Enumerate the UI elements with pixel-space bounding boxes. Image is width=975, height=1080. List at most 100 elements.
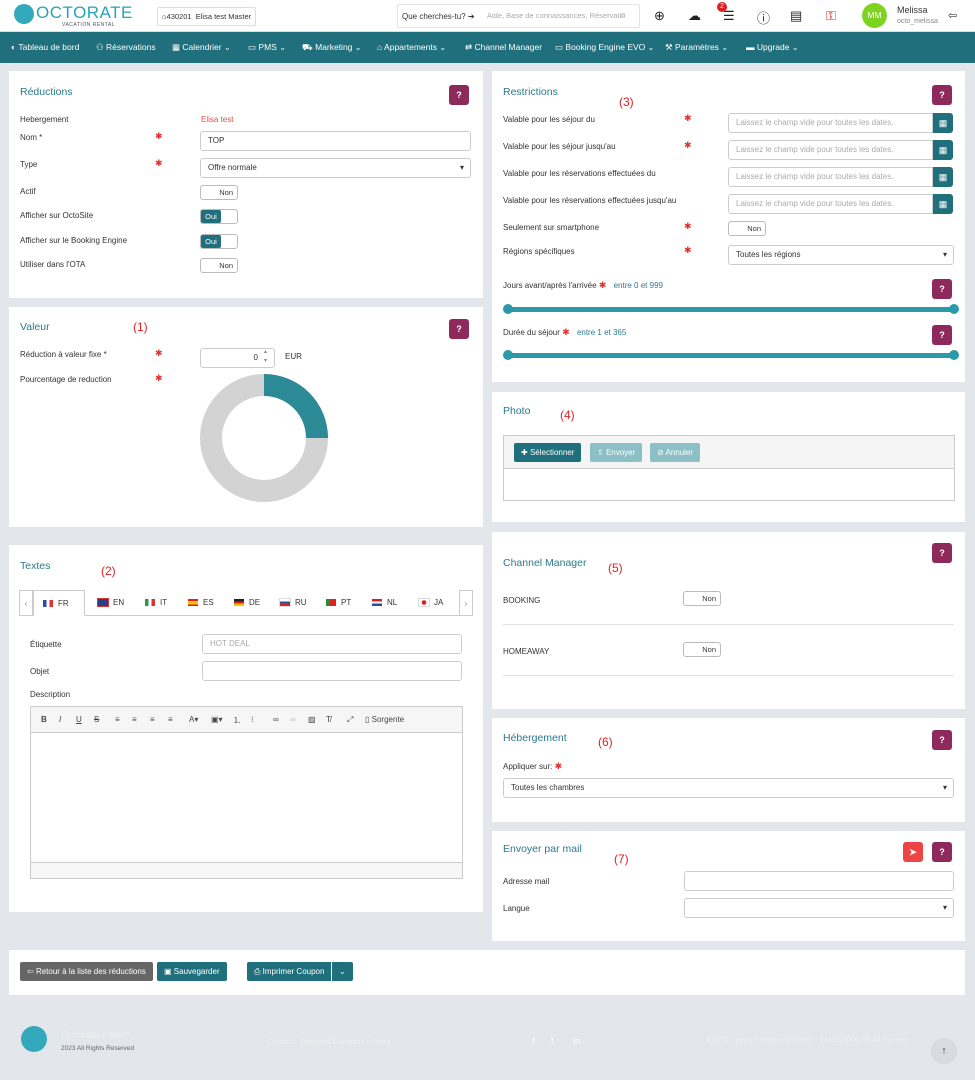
translate-icon[interactable]: ▤ [790,8,803,23]
slider-min-handle[interactable] [503,350,513,360]
tab-ja[interactable]: JA [418,590,443,616]
resa-du-input[interactable]: Laissez le champ vide pour toutes les da… [728,167,933,187]
save-button[interactable]: ▣ Sauvegarder [157,962,227,981]
ota-toggle[interactable]: Non [200,258,238,273]
actif-toggle[interactable]: Non [200,185,238,200]
rss-icon[interactable]: ☰ [723,8,735,23]
help-button[interactable]: ? [932,842,952,862]
nav-marketing[interactable]: ⛟ Marketing ⌄ [302,42,362,52]
help-button[interactable]: ? [932,85,952,105]
cancel-button[interactable]: ⊘ Annuler [650,443,701,462]
help-button[interactable]: ? [932,279,952,299]
jours-slider[interactable] [503,304,959,314]
address-input[interactable] [684,871,954,891]
select-button[interactable]: ✚ Sélectionner [514,443,582,462]
search-input[interactable]: Aide, Base de connaissances, Réservatio [480,7,638,25]
back-to-list-button[interactable]: ⇦ Retour à la liste des réductions [20,962,153,981]
booking-engine-toggle[interactable]: Oui [200,234,238,249]
chat-icon[interactable]: ☁ [688,8,701,23]
italic-icon[interactable]: I [59,715,62,724]
tab-pt[interactable]: PT [326,590,351,616]
slider-max-handle[interactable] [949,304,959,314]
homeaway-toggle[interactable]: Non [683,642,721,657]
slider-max-handle[interactable] [949,350,959,360]
duree-slider[interactable] [503,350,959,360]
regions-select[interactable]: Toutes les régions ▾ [728,245,954,265]
footer-links[interactable]: Contact · Term and Condition · Press [267,1037,391,1046]
help-button[interactable]: ? [932,543,952,563]
slider-min-handle[interactable] [503,304,513,314]
tab-de[interactable]: DE [234,590,260,616]
brand-logo[interactable]: OCTORATE [36,3,133,22]
strike-icon[interactable]: S [94,715,100,724]
footer-brand[interactable]: Octorate.com™ [61,1030,132,1041]
help-button[interactable]: ? [932,730,952,750]
nav-upgrade[interactable]: ▬ Upgrade ⌄ [746,42,799,52]
twitter-icon[interactable]: t [551,1036,554,1046]
tab-es[interactable]: ES [188,590,214,616]
bullet-list-icon[interactable]: ⁝ [251,715,254,724]
lang-select[interactable]: ▾ [684,898,954,918]
add-icon[interactable]: ⊕ [654,8,665,23]
nav-reservations[interactable]: ⚇ Réservations [96,42,156,52]
booking-toggle[interactable]: Non [683,591,721,606]
sejour-du-input[interactable]: Laissez le champ vide pour toutes les da… [728,113,933,133]
apply-select[interactable]: Toutes les chambres ▾ [503,778,954,798]
avatar[interactable]: MM [862,3,887,28]
objet-input[interactable] [202,661,462,681]
link-icon[interactable]: ∞ [273,715,279,724]
bg-color-icon[interactable]: ▣▾ [211,715,223,724]
calendar-icon[interactable]: ▦ [933,113,953,133]
property-selector[interactable]: ⌂430201 Elisa test Master [157,7,256,26]
calendar-icon[interactable]: ▦ [933,194,953,214]
numbered-list-icon[interactable]: ⒈ [233,716,241,725]
tab-scroll-left[interactable]: ‹ [19,590,33,616]
nav-apartments[interactable]: ⌂ Appartements ⌄ [377,42,447,52]
help-button[interactable]: ? [449,319,469,339]
clear-format-icon[interactable]: T̸ [326,715,331,724]
tab-fr[interactable]: FR [33,590,85,616]
facebook-icon[interactable]: f [532,1036,535,1046]
bold-icon[interactable]: B [41,715,47,724]
help-button[interactable]: ? [932,325,952,345]
print-coupon-button[interactable]: ⎙ Imprimer Coupon ⌄ [247,962,353,981]
calendar-icon[interactable]: ▦ [933,167,953,187]
source-button[interactable]: ▯ Sorgente [365,715,405,724]
send-mail-button[interactable]: ➤ [903,842,923,862]
nav-booking-engine[interactable]: ▭ Booking Engine EVO ⌄ [555,42,655,52]
sejour-jusqu-input[interactable]: Laissez le champ vide pour toutes les da… [728,140,933,160]
tab-ru[interactable]: RU [279,590,307,616]
nav-calendar[interactable]: ▦ Calendrier ⌄ [172,42,231,52]
align-center-icon[interactable]: ≡ [132,715,137,724]
back-arrow-icon[interactable]: ⇦ [948,10,958,22]
nav-dashboard[interactable]: ◐ Tableau de bord [11,42,80,52]
help-circle-icon[interactable]: ⓘ [757,11,771,26]
etiquette-input[interactable]: HOT DEAL [202,634,462,654]
align-left-icon[interactable]: ≡ [115,715,120,724]
nav-channel-manager[interactable]: ⇄ Channel Manager [465,42,543,52]
global-search[interactable]: Que cherches-tu? ➔ Aide, Base de connais… [397,4,640,28]
tab-it[interactable]: IT [145,590,167,616]
justify-icon[interactable]: ≡ [168,715,173,724]
nom-input[interactable]: TOP [200,131,471,151]
underline-icon[interactable]: U [76,715,82,724]
help-button[interactable]: ? [449,85,469,105]
upload-button[interactable]: ⇪ Envoyer [590,443,643,462]
tab-en[interactable]: EN [97,590,124,616]
tab-nl[interactable]: NL [372,590,397,616]
nav-settings[interactable]: ⚒ Paramètres ⌄ [665,42,729,52]
image-icon[interactable]: ▨ [308,715,316,724]
key-icon[interactable]: ⚿ [826,8,836,23]
chevron-down-icon[interactable]: ⌄ [339,967,346,976]
search-icon[interactable]: ⌕ [620,9,627,21]
align-right-icon[interactable]: ≡ [150,715,155,724]
tab-scroll-right[interactable]: › [459,590,473,616]
spinner-arrows-icon[interactable]: ▴ ▾ [264,349,268,364]
unlink-icon[interactable]: ∞ [290,715,296,724]
fixed-value-input[interactable]: 0 [200,348,275,368]
scroll-top-icon[interactable]: ↑ [931,1038,957,1064]
octosite-toggle[interactable]: Oui [200,209,238,224]
smartphone-toggle[interactable]: Non [728,221,766,236]
resa-jusqu-input[interactable]: Laissez le champ vide pour toutes les da… [728,194,933,214]
fullscreen-icon[interactable]: ⤢ [347,715,354,724]
